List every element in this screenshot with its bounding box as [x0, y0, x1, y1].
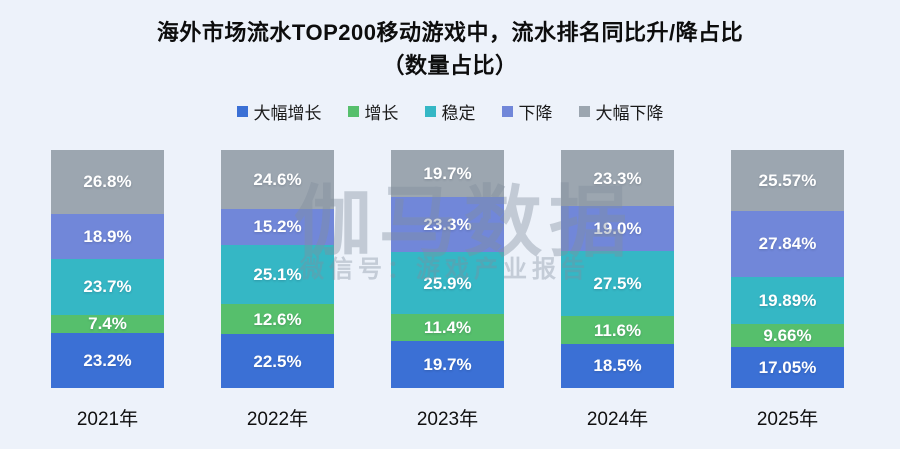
legend-swatch-icon [501, 106, 513, 117]
bar-segment-label: 24.6% [253, 169, 302, 189]
x-axis-label: 2024年 [586, 409, 649, 430]
bar-segment: 23.3% [561, 150, 674, 206]
bar-column: 17.05% 9.66% 19.89% 27.84% 25.57% 2025年 [731, 150, 844, 431]
bar-segment: 22.5% [221, 334, 334, 388]
bar-segment: 25.57% [731, 150, 844, 211]
bar-segment: 18.5% [561, 343, 674, 388]
bar-segment-label: 11.6% [593, 320, 642, 340]
bar-segment-label: 18.5% [593, 356, 642, 376]
x-axis-label: 2023年 [416, 409, 479, 430]
bar-segment-label: 23.3% [423, 215, 472, 235]
bar-segment-label: 18.9% [83, 226, 132, 246]
bar-segment: 27.5% [561, 250, 674, 317]
legend-item: 稳定 [424, 99, 476, 124]
legend-label: 大幅增长 [253, 104, 322, 123]
x-axis-label: 2025年 [756, 409, 819, 430]
bar-segment: 23.7% [51, 258, 164, 316]
bar-segment: 23.2% [51, 332, 164, 388]
bar-stack: 18.5% 11.6% 27.5% 19.0% 23.3% [561, 150, 674, 388]
bar-segment-label: 15.2% [253, 217, 302, 237]
bar-segment-label: 27.84% [758, 234, 817, 254]
bar-stack: 22.5% 12.6% 25.1% 15.2% 24.6% [221, 150, 334, 388]
bar-segment-label: 19.7% [423, 355, 472, 375]
bar-segment-label: 9.66% [763, 326, 812, 346]
bar-segment-label: 25.1% [253, 265, 302, 285]
legend-swatch-icon [578, 106, 590, 117]
legend-swatch-icon [347, 106, 359, 117]
bar-segment-label: 12.6% [253, 309, 302, 329]
legend-swatch-icon [236, 106, 248, 117]
bar-segment-label: 23.7% [83, 277, 132, 297]
legend-item: 大幅下降 [578, 99, 664, 124]
bar-segment: 23.3% [391, 196, 504, 253]
legend: 大幅增长 增长 稳定 下降 大幅下降 [0, 99, 900, 124]
bar-segment: 7.4% [51, 315, 164, 333]
x-axis-label: 2022年 [246, 409, 309, 430]
bar-column: 19.7% 11.4% 25.9% 23.3% 19.7% 2023年 [391, 150, 504, 431]
bar-segment: 27.84% [731, 210, 844, 278]
x-axis-label: 2021年 [76, 409, 139, 430]
chart-title-line2: （数量占比） [382, 53, 518, 78]
bar-segment: 19.7% [391, 150, 504, 197]
bars-row: 23.2% 7.4% 23.7% 18.9% 26.8% 2021年 22.5% 12.6% 2… [51, 150, 844, 431]
legend-label: 增长 [364, 104, 399, 123]
legend-label: 大幅下降 [595, 104, 664, 123]
bar-segment-label: 23.2% [83, 350, 132, 370]
bar-segment: 25.1% [221, 244, 334, 305]
bar-segment-label: 23.3% [593, 168, 642, 188]
legend-swatch-icon [424, 106, 436, 117]
legend-item: 大幅增长 [236, 99, 322, 124]
bar-segment: 18.9% [51, 213, 164, 259]
bar-segment-label: 11.4% [423, 318, 472, 338]
chart-title-line1: 海外市场流水TOP200移动游戏中，流水排名同比升/降占比 [156, 20, 744, 45]
bar-segment-label: 25.57% [758, 170, 817, 190]
bar-segment: 11.4% [391, 314, 504, 342]
bar-segment-label: 27.5% [593, 274, 642, 294]
bar-segment: 26.8% [51, 150, 164, 214]
bar-segment-label: 26.8% [83, 172, 132, 192]
bar-segment-label: 25.9% [423, 273, 472, 293]
bar-segment-label: 22.5% [253, 351, 302, 371]
bar-segment-label: 19.0% [593, 218, 642, 238]
bar-column: 18.5% 11.6% 27.5% 19.0% 23.3% 2024年 [561, 150, 674, 431]
bar-segment: 19.7% [391, 341, 504, 388]
bar-segment-label: 7.4% [88, 315, 127, 333]
legend-item: 增长 [347, 99, 399, 124]
legend-label: 下降 [518, 104, 553, 123]
bar-column: 23.2% 7.4% 23.7% 18.9% 26.8% 2021年 [51, 150, 164, 431]
bar-segment: 19.0% [561, 205, 674, 251]
bar-segment-label: 19.7% [423, 163, 472, 183]
legend-label: 稳定 [441, 104, 476, 123]
bar-segment: 9.66% [731, 324, 844, 348]
bar-stack: 23.2% 7.4% 23.7% 18.9% 26.8% [51, 150, 164, 388]
bar-segment: 25.9% [391, 252, 504, 314]
bar-segment: 19.89% [731, 277, 844, 325]
bar-stack: 19.7% 11.4% 25.9% 23.3% 19.7% [391, 150, 504, 388]
bar-column: 22.5% 12.6% 25.1% 15.2% 24.6% 2022年 [221, 150, 334, 431]
bar-segment: 15.2% [221, 208, 334, 245]
bar-segment-label: 19.89% [758, 291, 817, 311]
bar-segment-label: 17.05% [758, 358, 817, 378]
bar-segment: 12.6% [221, 304, 334, 335]
legend-item: 下降 [501, 99, 553, 124]
bar-stack: 17.05% 9.66% 19.89% 27.84% 25.57% [731, 150, 844, 388]
bar-segment: 17.05% [731, 347, 844, 388]
bar-segment: 11.6% [561, 316, 674, 344]
bar-segment: 24.6% [221, 150, 334, 209]
